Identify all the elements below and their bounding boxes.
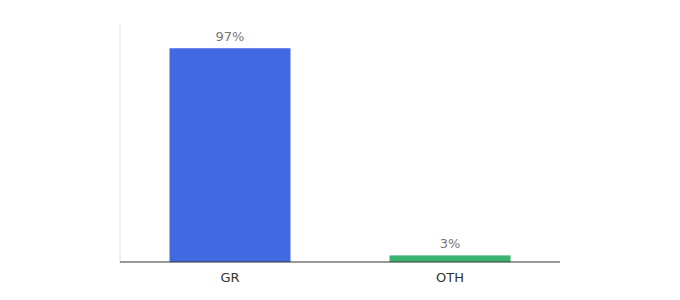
bar bbox=[170, 48, 291, 262]
x-tick-label: OTH bbox=[436, 270, 464, 285]
bar bbox=[390, 255, 511, 262]
chart-svg: GR OTH 97% 3% bbox=[0, 0, 680, 300]
y-range-line bbox=[120, 24, 121, 262]
data-label: 3% bbox=[440, 236, 461, 251]
chart-container: GR OTH 97% 3% bbox=[0, 0, 680, 300]
x-axis-line bbox=[120, 261, 560, 262]
bars bbox=[170, 48, 511, 262]
data-label: 97% bbox=[216, 29, 245, 44]
x-tick-label: GR bbox=[220, 270, 239, 285]
